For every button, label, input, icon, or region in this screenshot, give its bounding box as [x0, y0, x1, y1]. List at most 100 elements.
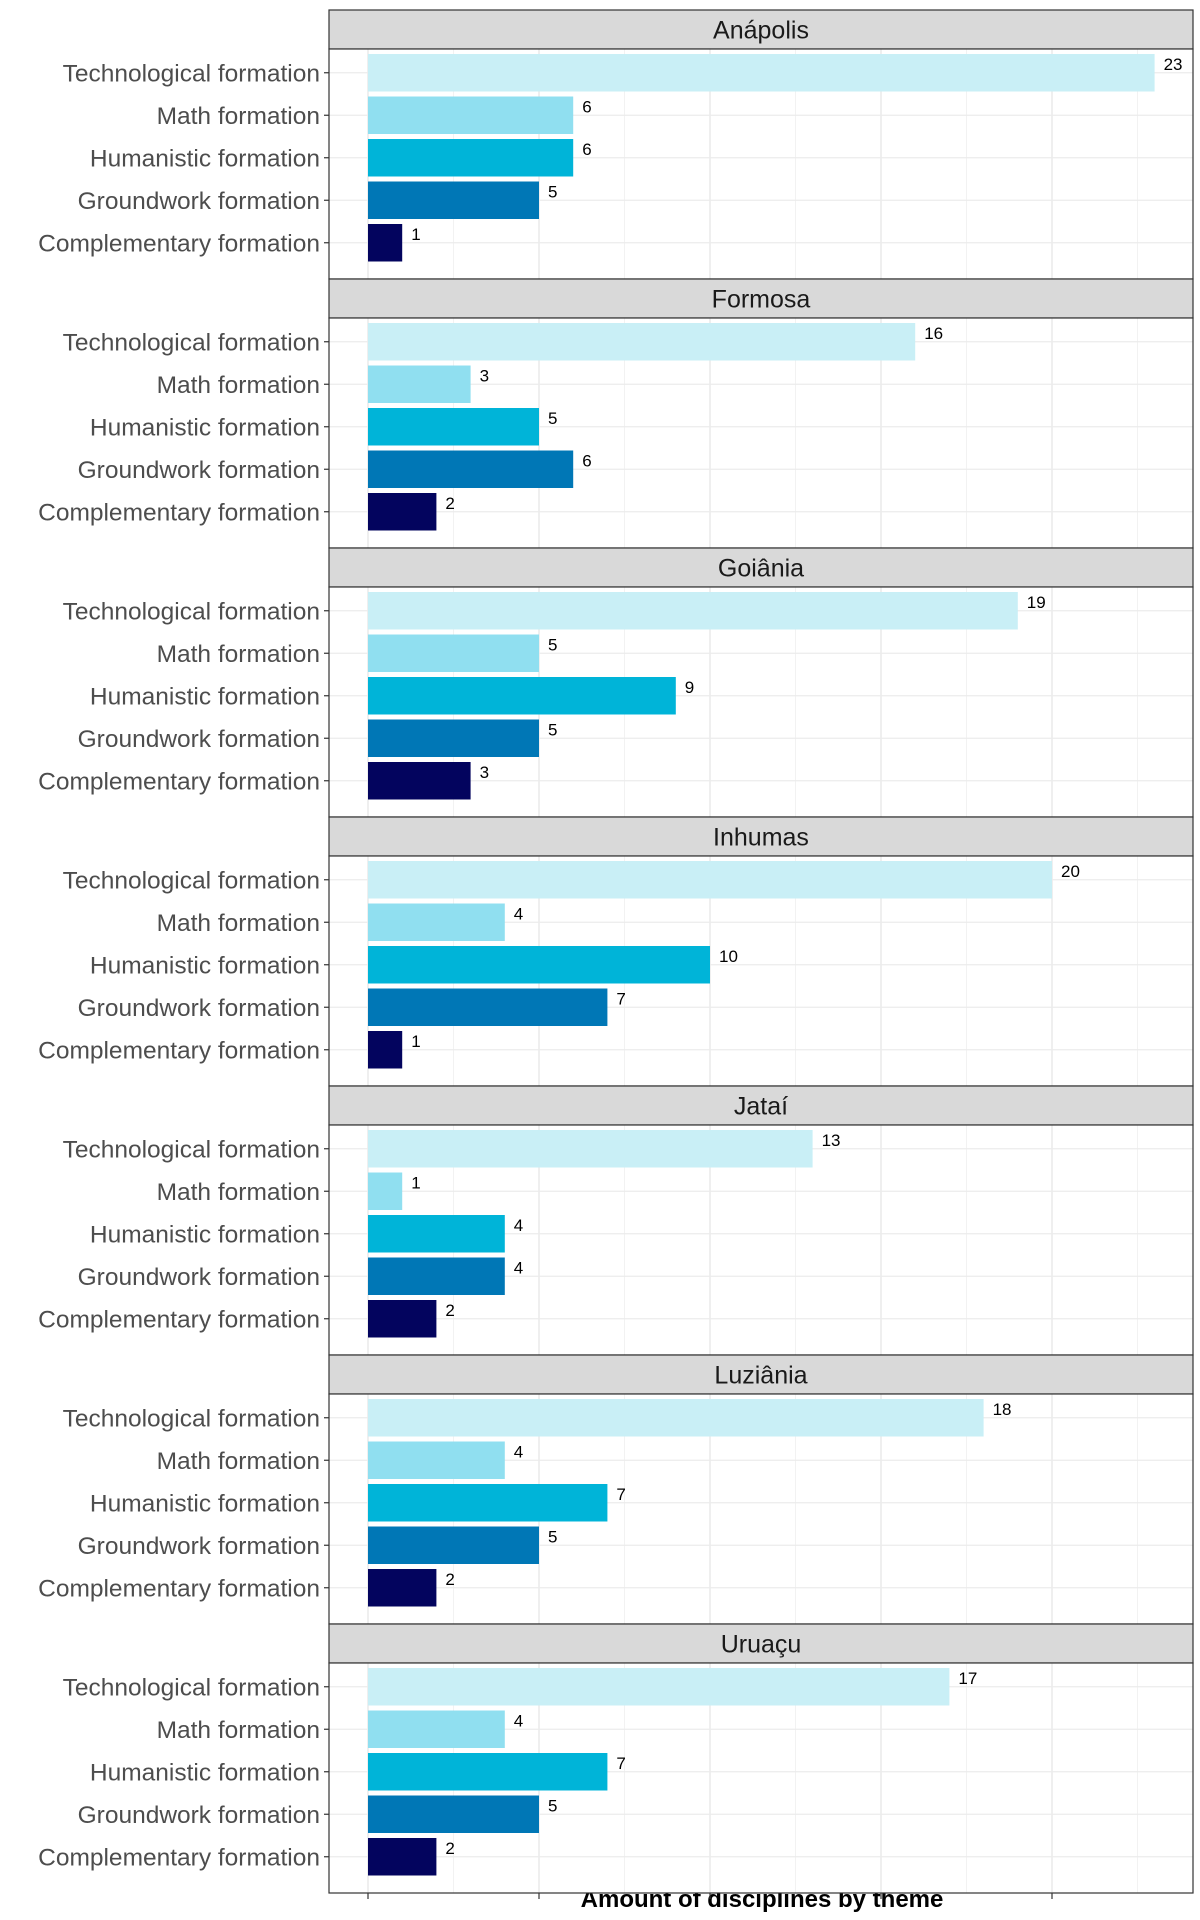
value-label: 13 [822, 1131, 841, 1150]
category-label: Technological formation [63, 1674, 320, 1701]
category-label: Complementary formation [38, 1575, 320, 1602]
facet-title: Anápolis [713, 17, 809, 45]
category-label: Math formation [157, 641, 320, 668]
category-label: Complementary formation [38, 499, 320, 526]
bar [368, 1526, 539, 1564]
bar [368, 988, 608, 1026]
facet-title: Uruaçu [721, 1631, 802, 1659]
value-label: 10 [719, 947, 738, 966]
category-label: Groundwork formation [78, 457, 320, 484]
bar [368, 1569, 437, 1607]
value-label: 16 [924, 324, 943, 343]
bar [368, 1668, 950, 1706]
value-label: 5 [548, 183, 557, 202]
category-label: Math formation [157, 910, 320, 937]
facet-panel: Goiânia 19 Technological formation 5 Math fo… [38, 547, 1194, 818]
value-label: 2 [445, 494, 454, 513]
category-label: Complementary formation [38, 230, 320, 257]
facet-strip [328, 278, 1194, 319]
facet-title: Luziânia [714, 1362, 807, 1390]
category-label: Humanistic formation [90, 1221, 320, 1248]
bar [368, 1795, 539, 1833]
category-label: Technological formation [63, 867, 320, 894]
bar [368, 1215, 505, 1253]
value-label: 2 [445, 1839, 454, 1858]
category-label: Technological formation [63, 1405, 320, 1432]
value-label: 17 [958, 1669, 977, 1688]
facet-strip [328, 1085, 1194, 1126]
category-label: Math formation [157, 372, 320, 399]
value-label: 5 [548, 409, 557, 428]
bar [368, 493, 437, 531]
bar [368, 946, 710, 984]
category-label: Groundwork formation [78, 995, 320, 1022]
facet-panel: Inhumas 20 Technological formation 4 Math fo… [38, 816, 1194, 1087]
bar [368, 1300, 437, 1338]
value-label: 5 [548, 636, 557, 655]
value-label: 4 [514, 1443, 523, 1462]
value-label: 1 [411, 1174, 420, 1193]
bar [368, 762, 471, 800]
value-label: 4 [514, 1216, 523, 1235]
category-label: Math formation [157, 1448, 320, 1475]
value-label: 2 [445, 1301, 454, 1320]
facet-panel: Luziânia 18 Technological formation 4 Math f… [38, 1354, 1194, 1625]
bar [368, 54, 1155, 92]
bar [368, 861, 1052, 899]
value-label: 2 [445, 1570, 454, 1589]
bar [368, 1484, 608, 1522]
category-label: Humanistic formation [90, 414, 320, 441]
panel-border [328, 1662, 1194, 1894]
value-label: 18 [993, 1400, 1012, 1419]
category-label: Technological formation [63, 1136, 320, 1163]
bar [368, 1710, 505, 1748]
bar [368, 365, 471, 403]
category-label: Technological formation [63, 60, 320, 87]
bar [368, 677, 676, 715]
bar [368, 323, 916, 361]
value-label: 20 [1061, 862, 1080, 881]
bar [368, 1838, 437, 1876]
facet-title: Goiânia [718, 555, 804, 583]
facet-strip [328, 1623, 1194, 1664]
facet-panel: Uruaçu 17 Technological formation 4 Math for… [38, 1623, 1194, 1894]
bar [368, 224, 403, 262]
bar [368, 96, 574, 134]
value-label: 5 [548, 1528, 557, 1547]
bar [368, 903, 505, 941]
value-label: 6 [582, 140, 591, 159]
value-label: 1 [411, 1032, 420, 1051]
value-label: 1 [411, 225, 420, 244]
value-label: 4 [514, 905, 523, 924]
facet-title: Inhumas [713, 824, 809, 852]
category-label: Humanistic formation [90, 952, 320, 979]
value-label: 4 [514, 1259, 523, 1278]
category-label: Complementary formation [38, 1306, 320, 1333]
category-label: Math formation [157, 1179, 320, 1206]
value-label: 3 [480, 763, 489, 782]
value-label: 23 [1164, 55, 1183, 74]
category-label: Math formation [157, 1717, 320, 1744]
category-label: Humanistic formation [90, 1490, 320, 1517]
bar [368, 1399, 984, 1437]
facet-strip [328, 1354, 1194, 1395]
bar [368, 1172, 403, 1210]
value-label: 5 [548, 721, 557, 740]
value-label: 6 [582, 452, 591, 471]
bar [368, 181, 539, 219]
bar [368, 592, 1018, 630]
value-label: 5 [548, 1797, 557, 1816]
value-label: 9 [685, 678, 694, 697]
category-label: Complementary formation [38, 1037, 320, 1064]
bar [368, 719, 539, 757]
category-label: Groundwork formation [78, 1264, 320, 1291]
bar [368, 1753, 608, 1791]
bar [368, 450, 574, 488]
bar [368, 1130, 813, 1168]
bar [368, 1257, 505, 1295]
bar [368, 1441, 505, 1479]
category-label: Complementary formation [38, 768, 320, 795]
value-label: 19 [1027, 593, 1046, 612]
bar [368, 408, 539, 446]
category-label: Groundwork formation [78, 188, 320, 215]
